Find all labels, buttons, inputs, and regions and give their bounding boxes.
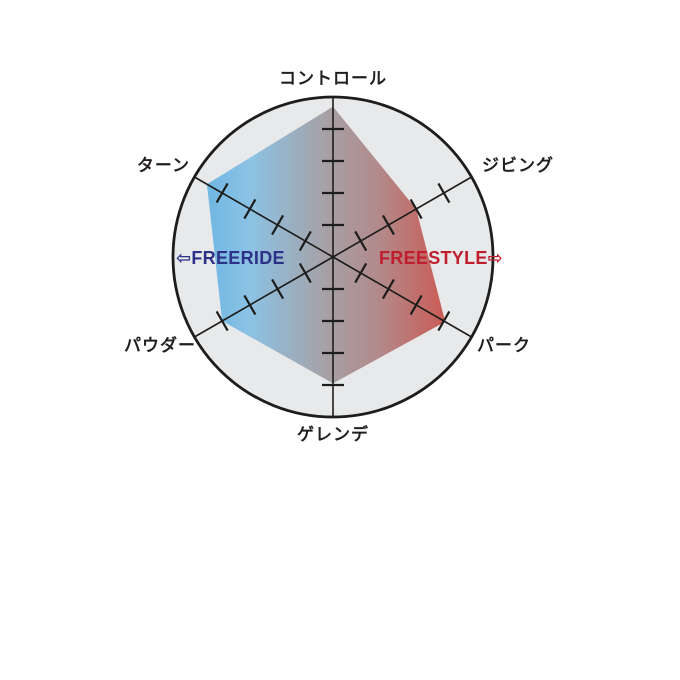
freestyle-label: FREESTYLE⇨ — [379, 247, 503, 269]
axis-label-powder: パウダー — [124, 336, 196, 355]
right-arrow-icon: ⇨ — [487, 248, 504, 268]
freeride-label: ⇦FREERIDE — [176, 247, 285, 269]
left-arrow-icon: ⇦ — [176, 248, 192, 268]
axis-label-park: パーク — [477, 336, 531, 355]
axis-label-control: コントロール — [279, 69, 387, 88]
axis-label-turn: ターン — [136, 156, 190, 175]
axis-label-jibbing: ジビング — [482, 156, 554, 175]
freeride-text: FREERIDE — [191, 248, 285, 268]
axis-label-gelaende: ゲレンデ — [297, 425, 369, 444]
freestyle-text: FREESTYLE — [379, 248, 488, 268]
